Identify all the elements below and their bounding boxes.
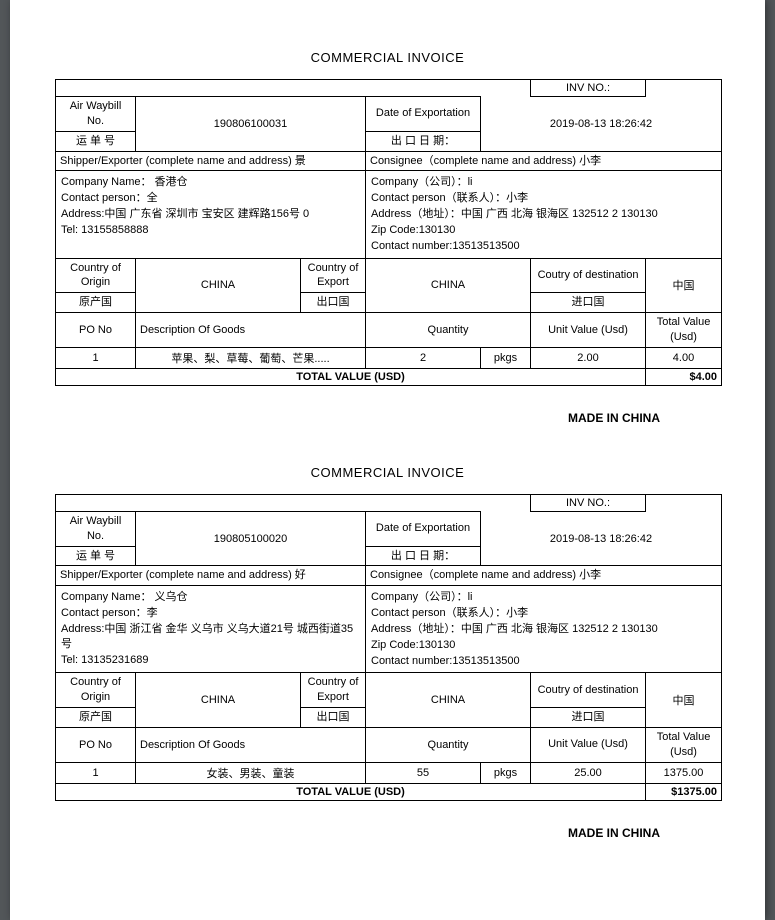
grand-total: $4.00	[646, 368, 722, 385]
coo-en: Country of Origin	[56, 673, 136, 708]
shipper-block: Company Name： 义乌仓 Contact person：李 Addre…	[56, 586, 366, 673]
coe-en: Country of Export	[301, 258, 366, 293]
unit-hdr: Unit Value (Usd)	[531, 727, 646, 762]
consignee-block: Company（公司）：li Contact person（联系人）：小李 Ad…	[366, 586, 722, 673]
coo-en: Country of Origin	[56, 258, 136, 293]
awb-label-cn: 运 单 号	[56, 546, 136, 566]
doe-value: 2019-08-13 18:26:42	[481, 511, 722, 566]
total-label: TOTAL VALUE (USD)	[56, 368, 646, 385]
coo-cn: 原产国	[56, 708, 136, 728]
qty-hdr: Quantity	[366, 727, 531, 762]
consignee-header: Consignee（complete name and address) 小李	[366, 566, 722, 586]
cod-en: Coutry of destination	[531, 258, 646, 293]
coe-cn: 出口国	[301, 708, 366, 728]
coe-en: Country of Export	[301, 673, 366, 708]
consignee-block: Company（公司）：li Contact person（联系人）：小李 Ad…	[366, 171, 722, 258]
coo-val: CHINA	[136, 258, 301, 313]
cod-en: Coutry of destination	[531, 673, 646, 708]
line-item: 1 女装、男装、童装 55 pkgs 25.00 1375.00	[56, 762, 722, 783]
cod-cn: 进口国	[531, 708, 646, 728]
awb-value: 190806100031	[136, 97, 366, 152]
consignee-header: Consignee（complete name and address) 小李	[366, 151, 722, 171]
made-in: MADE IN CHINA	[55, 411, 720, 425]
doc-title: COMMERCIAL INVOICE	[55, 465, 720, 480]
grand-total: $1375.00	[646, 783, 722, 800]
doe-label-cn: 出 口 日 期：	[366, 546, 481, 566]
coo-val: CHINA	[136, 673, 301, 728]
coe-val: CHINA	[366, 258, 531, 313]
doe-label-en: Date of Exportation	[366, 511, 481, 546]
invoice-table: INV NO.: Air Waybill No. 190805100020 Da…	[55, 494, 722, 801]
coe-val: CHINA	[366, 673, 531, 728]
total-hdr: Total Value (Usd)	[646, 727, 722, 762]
awb-label-en: Air Waybill No.	[56, 97, 136, 132]
invoice-2: COMMERCIAL INVOICE INV NO.: Air Waybill …	[55, 465, 720, 840]
cod-val: 中国	[646, 258, 722, 313]
po-hdr: PO No	[56, 727, 136, 762]
cod-val: 中国	[646, 673, 722, 728]
invoice-1: COMMERCIAL INVOICE INV NO.: Air Waybill …	[55, 50, 720, 425]
page: COMMERCIAL INVOICE INV NO.: Air Waybill …	[10, 0, 765, 920]
awb-label-en: Air Waybill No.	[56, 511, 136, 546]
cod-cn: 进口国	[531, 293, 646, 313]
awb-value: 190805100020	[136, 511, 366, 566]
shipper-block: Company Name： 香港仓 Contact person：全 Addre…	[56, 171, 366, 258]
doe-label-en: Date of Exportation	[366, 97, 481, 132]
doe-value: 2019-08-13 18:26:42	[481, 97, 722, 152]
qty-hdr: Quantity	[366, 313, 531, 348]
made-in: MADE IN CHINA	[55, 826, 720, 840]
doe-label-cn: 出 口 日 期：	[366, 131, 481, 151]
inv-no-label: INV NO.:	[531, 80, 646, 97]
shipper-header: Shipper/Exporter (complete name and addr…	[56, 151, 366, 171]
total-label: TOTAL VALUE (USD)	[56, 783, 646, 800]
shipper-header: Shipper/Exporter (complete name and addr…	[56, 566, 366, 586]
desc-hdr: Description Of Goods	[136, 727, 366, 762]
desc-hdr: Description Of Goods	[136, 313, 366, 348]
line-item: 1 苹果、梨、草莓、葡萄、芒果..... 2 pkgs 2.00 4.00	[56, 347, 722, 368]
total-hdr: Total Value (Usd)	[646, 313, 722, 348]
coe-cn: 出口国	[301, 293, 366, 313]
unit-hdr: Unit Value (Usd)	[531, 313, 646, 348]
doc-title: COMMERCIAL INVOICE	[55, 50, 720, 65]
invoice-table: INV NO.: Air Waybill No. 190806100031 Da…	[55, 79, 722, 386]
awb-label-cn: 运 单 号	[56, 131, 136, 151]
coo-cn: 原产国	[56, 293, 136, 313]
po-hdr: PO No	[56, 313, 136, 348]
inv-no-label: INV NO.:	[531, 494, 646, 511]
